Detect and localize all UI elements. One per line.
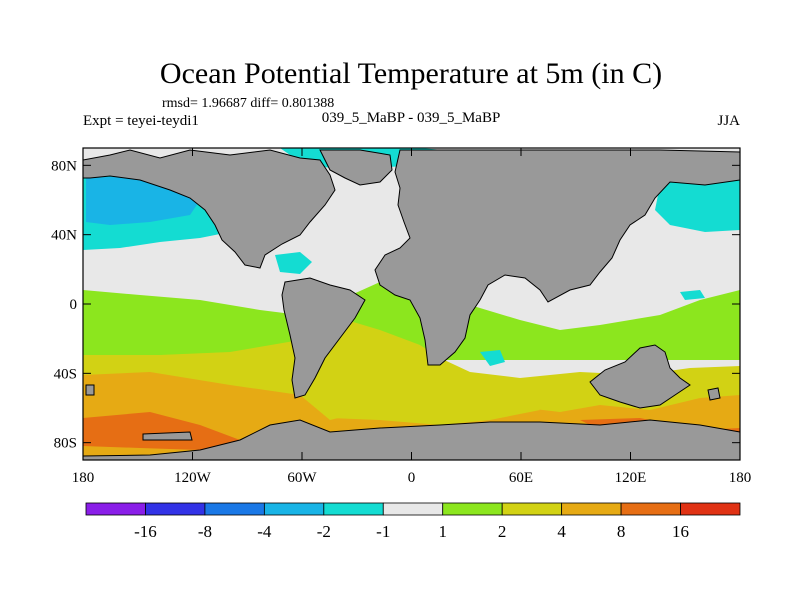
indian-ocean-cyan-patch xyxy=(480,350,505,366)
colorbar-swatch xyxy=(323,502,384,516)
australia-landmass xyxy=(589,344,691,409)
y-tick-label: 40N xyxy=(51,228,77,244)
colorbar-swatch xyxy=(204,502,265,516)
y-tick-label: 80N xyxy=(51,158,77,174)
colorbar-label: 2 xyxy=(498,522,507,541)
greenland-landmass xyxy=(319,149,393,186)
y-tick-label: 80S xyxy=(54,436,77,452)
north-america-landmass xyxy=(83,149,336,269)
new-zealand-islet xyxy=(707,387,721,401)
x-axis: 180 120W 60W 0 60E 120E 180 xyxy=(72,148,752,486)
antarctica-landmass xyxy=(83,419,740,460)
colorbar-label: -16 xyxy=(134,522,157,541)
eurasia-africa-landmass xyxy=(374,149,740,366)
x-tick-label: 180 xyxy=(72,470,95,486)
antarctic-peninsula-islet xyxy=(142,431,193,441)
y-tick-label: 0 xyxy=(70,297,78,313)
x-tick-label: 60W xyxy=(287,470,317,486)
colorbar-swatch xyxy=(145,502,206,516)
map-area xyxy=(83,148,740,460)
colorbar-label: 1 xyxy=(438,522,447,541)
gulf-cyan-patch xyxy=(275,252,312,274)
southern-ocean-yellow-tongue xyxy=(300,378,540,425)
colorbar-label: -1 xyxy=(376,522,390,541)
colorbar-label: -8 xyxy=(198,522,212,541)
sub-antarctic-islet xyxy=(85,384,95,396)
colorbar-swatch xyxy=(561,502,622,516)
x-tick-label: 0 xyxy=(408,470,416,486)
colorbar-label: 16 xyxy=(672,522,689,541)
comparison-label: 039_5_MaBP - 039_5_MaBP xyxy=(322,110,501,126)
colorbar-label: 4 xyxy=(557,522,566,541)
y-tick-label: 40S xyxy=(54,366,77,382)
stats-line: rmsd= 1.96687 diff= 0.801388 xyxy=(162,96,334,111)
pacific-cyan-patch xyxy=(680,290,705,300)
colorbar-swatch xyxy=(442,502,503,516)
colorbar-swatch xyxy=(382,502,444,516)
x-tick-label: 120E xyxy=(615,470,647,486)
chart-title: Ocean Potential Temperature at 5m (in C) xyxy=(160,57,662,90)
colorbar-swatch xyxy=(85,502,146,516)
colorbar-swatch xyxy=(501,502,563,516)
north-pacific-cyan-region xyxy=(655,175,740,232)
x-tick-label: 120W xyxy=(174,470,212,486)
season-label: JJA xyxy=(717,113,740,129)
colorbar-swatch xyxy=(263,502,325,516)
north-cyan-blue-patch xyxy=(86,176,200,225)
experiment-label: Expt = teyei-teydi1 xyxy=(83,113,199,129)
colorbar-label: -2 xyxy=(317,522,331,541)
x-tick-label: 180 xyxy=(729,470,752,486)
x-tick-label: 60E xyxy=(509,470,533,486)
y-axis: 80N 40N 0 40S 80S xyxy=(51,158,740,452)
colorbar-label: -4 xyxy=(257,522,272,541)
colorbar-swatch xyxy=(620,502,681,516)
colorbar-legend: -16 -8 -4 -2 -1 1 2 4 8 16 xyxy=(85,502,741,541)
colorbar-label: 8 xyxy=(617,522,626,541)
equatorial-green-band xyxy=(83,282,740,360)
colorbar-swatch xyxy=(680,502,741,516)
antarctic-red-orange-patch xyxy=(83,412,240,450)
south-america-landmass xyxy=(281,277,366,399)
